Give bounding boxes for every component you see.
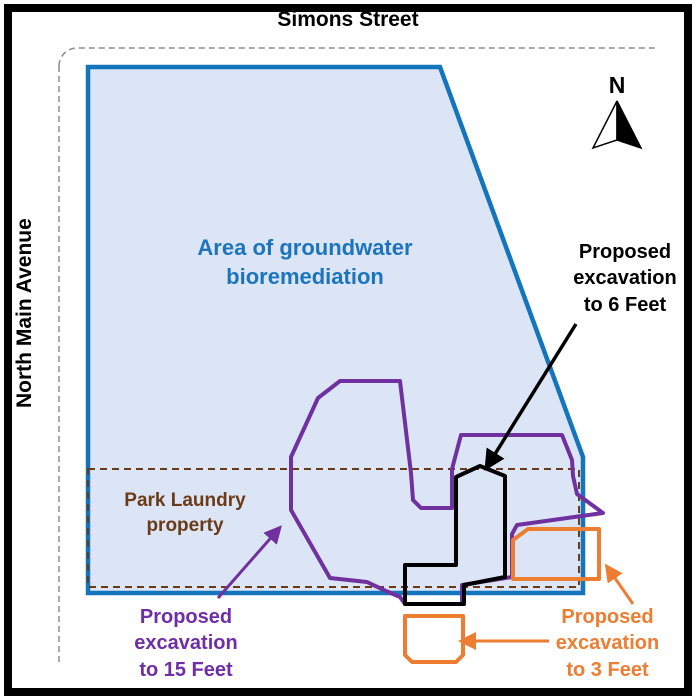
svg-text:N: N — [609, 72, 626, 98]
